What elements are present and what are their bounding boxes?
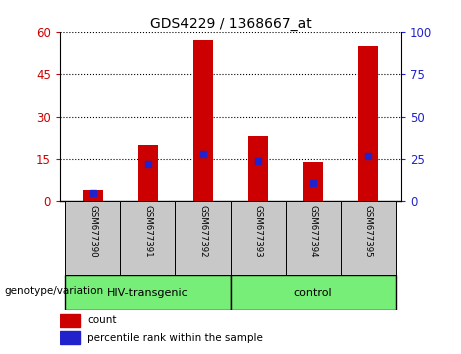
Point	[254, 158, 262, 164]
Point	[199, 151, 207, 157]
Bar	[120, 201, 176, 275]
Point	[364, 153, 372, 158]
Title: GDS4229 / 1368667_at: GDS4229 / 1368667_at	[150, 17, 311, 31]
Text: GSM677392: GSM677392	[199, 205, 207, 258]
Bar	[65, 201, 120, 275]
Text: control: control	[294, 288, 332, 298]
Bar	[341, 201, 396, 275]
Bar	[176, 201, 230, 275]
Bar	[248, 136, 268, 201]
Bar	[359, 46, 378, 201]
Text: genotype/variation: genotype/variation	[5, 286, 104, 296]
Bar	[60, 331, 80, 344]
Bar	[193, 40, 213, 201]
Bar	[83, 190, 103, 201]
Text: GSM677395: GSM677395	[364, 205, 372, 258]
Text: GSM677394: GSM677394	[308, 205, 318, 258]
Text: count: count	[87, 315, 117, 325]
Bar	[230, 275, 396, 310]
Text: GSM677391: GSM677391	[143, 205, 153, 258]
Bar	[138, 145, 158, 201]
Text: HIV-transgenic: HIV-transgenic	[107, 288, 189, 298]
Point	[144, 161, 152, 167]
Bar	[65, 275, 230, 310]
Point	[309, 180, 317, 185]
Bar	[285, 201, 341, 275]
Text: percentile rank within the sample: percentile rank within the sample	[87, 333, 263, 343]
Bar	[60, 314, 80, 326]
Bar	[303, 162, 323, 201]
Text: GSM677393: GSM677393	[254, 205, 262, 258]
Bar	[230, 201, 285, 275]
Text: GSM677390: GSM677390	[89, 205, 97, 258]
Point	[89, 190, 97, 196]
